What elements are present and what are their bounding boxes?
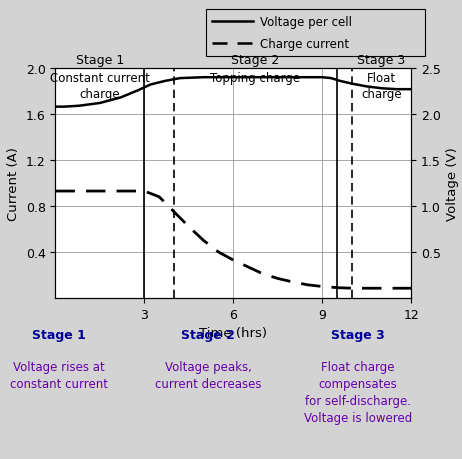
Text: Topping charge: Topping charge [211,72,301,85]
Y-axis label: Current (A): Current (A) [7,147,20,220]
Text: charge: charge [79,88,120,101]
Text: Float: Float [367,72,396,85]
Text: Float charge
compensates
for self-discharge.
Voltage is lowered: Float charge compensates for self-discha… [304,360,412,424]
Text: Constant current: Constant current [50,72,150,85]
Text: Stage 3: Stage 3 [331,328,385,341]
Text: Stage 3: Stage 3 [358,54,406,67]
Text: charge: charge [361,88,402,101]
Text: Voltage rises at
constant current: Voltage rises at constant current [10,360,108,390]
Text: Stage 1: Stage 1 [76,54,124,67]
X-axis label: Time (hrs): Time (hrs) [199,326,267,340]
Text: Voltage peaks,
current decreases: Voltage peaks, current decreases [155,360,261,390]
Text: Charge current: Charge current [260,38,349,51]
Y-axis label: Voltage (V): Voltage (V) [446,147,459,220]
Text: Voltage per cell: Voltage per cell [260,16,352,28]
Text: Stage 1: Stage 1 [32,328,86,341]
Text: Stage 2: Stage 2 [231,54,280,67]
Text: Stage 2: Stage 2 [182,328,235,341]
